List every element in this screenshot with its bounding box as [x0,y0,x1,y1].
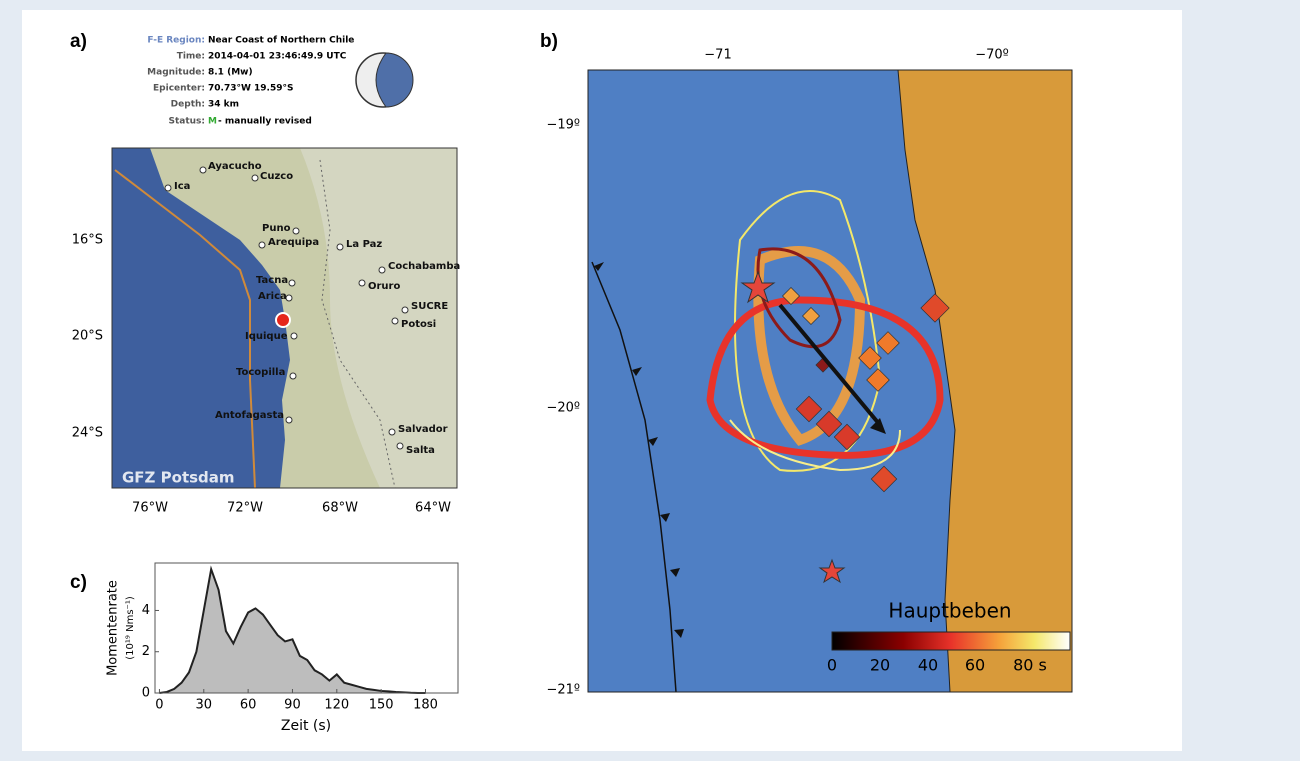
x-tick-label: 30 [196,698,213,713]
city-label: Ica [174,181,190,192]
info-value: - manually revised [218,117,312,127]
x-tick-label: 0 [155,698,163,713]
city-label: Ayacucho [208,161,262,172]
lat-label: 16°S [72,233,103,248]
city-label: Tacna [256,275,288,286]
y-tick-label: 4 [142,603,150,618]
y-tick-label: 2 [142,644,150,659]
city-label: Iquique [245,331,288,342]
info-value: 8.1 (Mw) [208,68,253,78]
x-tick-label: 90 [284,698,301,713]
beachball [356,53,413,107]
colorbar-tick: 80 s [1013,656,1047,675]
lon-label: 64°W [415,501,451,516]
x-tick-label: 180 [413,698,438,713]
city-label: Arica [258,291,287,302]
panel-label: b) [540,31,558,52]
colorbar [832,632,1070,650]
colorbar-tick: 40 [918,656,938,675]
city-label: Salvador [398,424,448,435]
lon-label: −71 [704,48,731,63]
city-label: Arequipa [268,237,319,248]
colorbar-title: Hauptbeben [888,599,1011,623]
city-label: SUCRE [411,301,448,312]
info-value: 34 km [208,100,239,110]
lat-label: 24°S [72,426,103,441]
lon-label: 76°W [132,501,168,516]
y-tick-label: 0 [142,686,150,701]
x-tick-label: 120 [324,698,349,713]
city-label: Antofagasta [215,410,284,421]
info-key: F-E Region: [147,36,205,46]
x-axis-label: Zeit (s) [281,718,331,734]
lat-label: −19º [546,118,580,133]
city-label: Tocopilla [236,367,285,378]
lon-label: 72°W [227,501,263,516]
y-axis-label: Momentenrate [106,580,121,676]
info-value: 2014-04-01 23:46:49.9 UTC [208,52,347,62]
epicenter [276,313,290,327]
colorbar-tick: 20 [870,656,890,675]
lat-label: −21º [546,683,580,698]
city-label: Salta [406,445,435,456]
city-label: Cuzco [260,171,293,182]
city-label: Puno [262,223,291,234]
x-tick-label: 150 [369,698,394,713]
info-key: Depth: [171,100,205,110]
overview-map [112,148,457,488]
city-label: La Paz [346,239,382,250]
lat-label: −20º [546,401,580,416]
city-label: Cochabamba [388,261,460,272]
info-value: M [208,117,217,127]
colorbar-tick: 60 [965,656,985,675]
lon-label: −70º [975,48,1009,63]
lat-label: 20°S [72,329,103,344]
info-value: 70.73°W 19.59°S [208,84,293,94]
city-label: Potosi [401,319,436,330]
map-credit: GFZ Potsdam [122,469,235,487]
figure: a) F-E Region: Near Coast of Northern Ch… [0,0,1300,761]
panel-label: c) [70,572,87,593]
info-key: Time: [177,52,205,62]
info-key: Epicenter: [153,84,205,94]
info-key: Status: [168,117,205,127]
lon-label: 68°W [322,501,358,516]
y-axis-unit: (10¹⁹ Nms⁻¹) [125,596,136,660]
info-key: Magnitude: [147,68,205,78]
x-tick-label: 60 [240,698,257,713]
city-label: Oruro [368,281,400,292]
colorbar-tick: 0 [827,656,837,675]
info-value: Near Coast of Northern Chile [208,36,354,46]
panel-label: a) [70,31,87,52]
